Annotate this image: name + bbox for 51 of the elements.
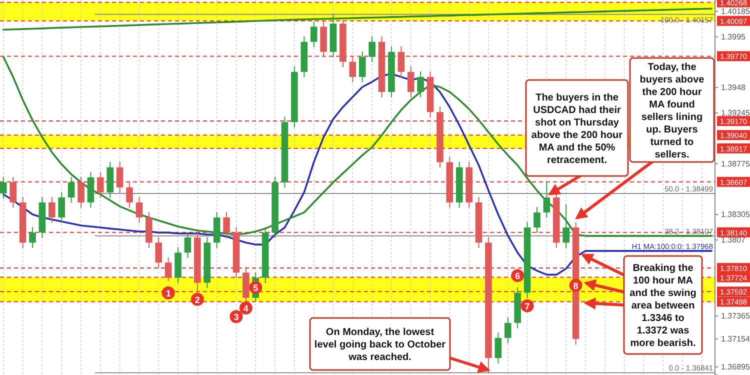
annotation: 7 <box>524 301 530 312</box>
y-tick-label: 1.37154 <box>721 334 750 344</box>
y-tick-label: 1.38305 <box>721 210 750 220</box>
y-tick-label: 1.3995 <box>721 32 746 42</box>
candlestick <box>349 56 356 83</box>
candlestick <box>78 176 84 208</box>
candlestick <box>417 71 424 98</box>
candlestick <box>504 317 512 344</box>
candlestick <box>48 196 56 224</box>
candlestick <box>358 50 366 83</box>
annotation: Breaking the 100 hour MA and the swing area between 1.3346 to 1.3372 was more bearish. <box>630 263 696 349</box>
annotation: Today, the buyers above the 200 hour MA found sellers lining up. Buyers turned to sellers. <box>640 62 705 160</box>
candlestick <box>58 192 65 224</box>
candlestick <box>368 36 376 63</box>
candlestick <box>184 232 192 259</box>
annotation: The buyers in the USDCAD had their shot on Thursday above the 200 hour MA and the 50% retracement. <box>531 92 623 166</box>
y-tick-label: 1.37365 <box>721 312 750 321</box>
candlestick <box>164 256 172 282</box>
candlestick <box>407 66 414 98</box>
candlestick <box>10 176 16 208</box>
candlestick <box>97 171 104 198</box>
line-series <box>2 56 713 237</box>
y-tick-label: 1.3807 <box>721 235 746 244</box>
candlestick <box>543 181 550 218</box>
candlestick <box>310 21 318 48</box>
annotation: 8 <box>573 280 578 291</box>
annotation: On Monday, the lowest level going back to October was reached. <box>314 327 446 363</box>
annotation: 1 <box>166 288 171 298</box>
y-tick-label: 1.39245 <box>721 108 750 118</box>
candlestick <box>116 161 124 194</box>
y-tick-label: 1.36895 <box>721 362 750 372</box>
candlestick <box>398 46 405 78</box>
y-tick-label: 1.38775 <box>721 159 750 168</box>
candlestick <box>494 332 502 364</box>
line-series <box>2 8 713 31</box>
candlestick <box>126 181 133 208</box>
candlestick <box>155 236 162 269</box>
candlestick <box>223 212 230 238</box>
annotation: 2 <box>194 294 200 305</box>
annotation: 3 <box>234 312 239 322</box>
annotation: 4 <box>243 303 248 314</box>
annotation: 6 <box>515 271 520 282</box>
candlestick <box>68 176 75 204</box>
candlestick <box>29 226 36 249</box>
annotation: 5 <box>253 282 258 293</box>
candlestick <box>562 204 570 249</box>
y-tick-label: 1.40185 <box>721 6 750 16</box>
candlestick <box>0 176 7 200</box>
candlestick <box>136 196 143 224</box>
y-tick-label: 1.3948 <box>721 83 746 92</box>
candlestick <box>534 206 540 234</box>
